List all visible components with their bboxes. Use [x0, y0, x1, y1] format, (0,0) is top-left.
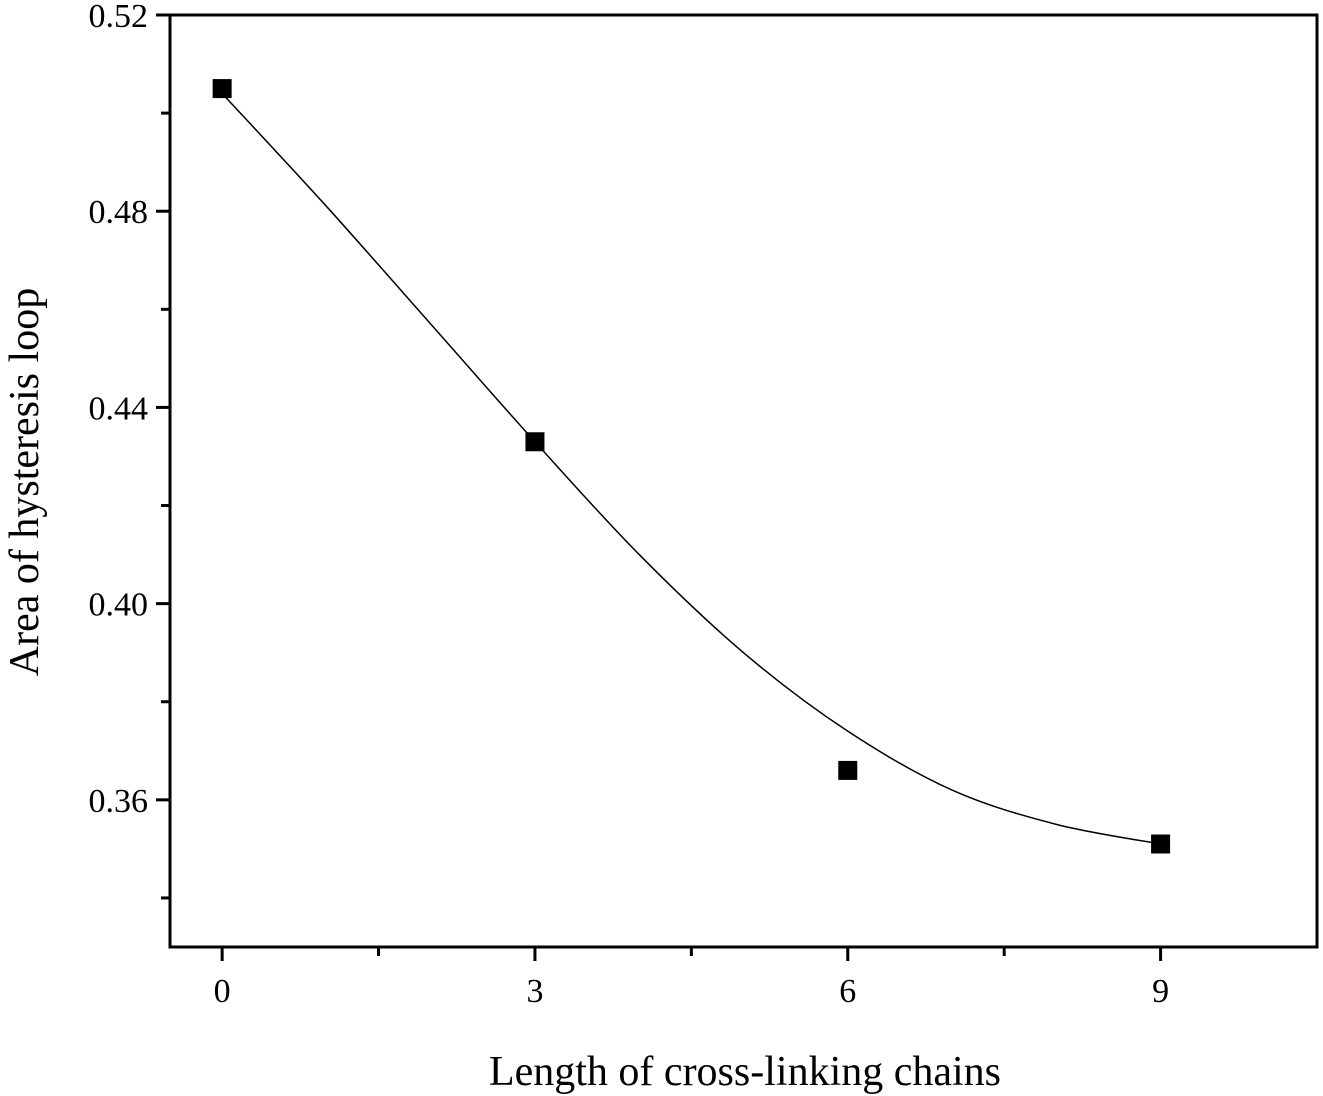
y-tick-label: 0.52 — [89, 0, 149, 35]
x-axis-ticks: 0 3 6 9 — [214, 947, 1169, 1010]
data-point-square — [838, 760, 858, 780]
plot-frame — [168, 13, 1319, 949]
fit-curve — [221, 92, 1161, 845]
x-tick-label: 9 — [1152, 973, 1169, 1010]
x-tick-label: 6 — [839, 973, 856, 1010]
data-point-square — [1151, 834, 1171, 854]
x-tick-label: 3 — [526, 973, 543, 1010]
y-tick-label: 0.48 — [89, 194, 149, 231]
data-point-square — [212, 79, 232, 99]
y-tick-label: 0.36 — [89, 783, 149, 820]
y-axis-title: Area of hysteresis loop — [2, 288, 48, 676]
fit-curve-layer — [221, 92, 1161, 845]
y-axis-ticks: 0.36 0.40 0.44 0.48 0.52 — [89, 0, 170, 900]
y-tick-label: 0.44 — [89, 390, 149, 427]
y-tick-label: 0.40 — [89, 587, 149, 624]
x-axis-title: Length of cross-linking chains — [489, 1049, 1001, 1095]
data-point-square — [525, 432, 545, 452]
data-points — [212, 79, 1171, 854]
x-tick-label: 0 — [214, 973, 231, 1010]
